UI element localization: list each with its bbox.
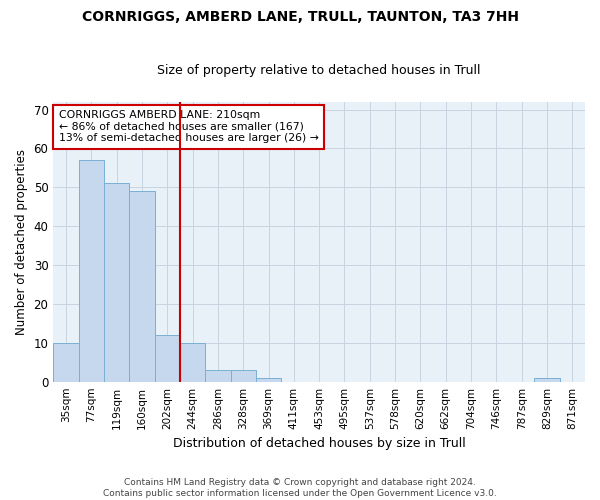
Bar — [535, 378, 560, 382]
Bar — [53, 343, 79, 382]
Bar — [230, 370, 256, 382]
Title: Size of property relative to detached houses in Trull: Size of property relative to detached ho… — [157, 64, 481, 77]
Bar — [129, 191, 155, 382]
Bar — [155, 335, 180, 382]
Bar — [256, 378, 281, 382]
Text: CORNRIGGS AMBERD LANE: 210sqm
← 86% of detached houses are smaller (167)
13% of : CORNRIGGS AMBERD LANE: 210sqm ← 86% of d… — [59, 110, 319, 144]
X-axis label: Distribution of detached houses by size in Trull: Distribution of detached houses by size … — [173, 437, 466, 450]
Text: Contains HM Land Registry data © Crown copyright and database right 2024.
Contai: Contains HM Land Registry data © Crown c… — [103, 478, 497, 498]
Y-axis label: Number of detached properties: Number of detached properties — [15, 148, 28, 334]
Bar — [205, 370, 230, 382]
Bar — [180, 343, 205, 382]
Bar — [104, 184, 129, 382]
Bar — [79, 160, 104, 382]
Text: CORNRIGGS, AMBERD LANE, TRULL, TAUNTON, TA3 7HH: CORNRIGGS, AMBERD LANE, TRULL, TAUNTON, … — [82, 10, 518, 24]
